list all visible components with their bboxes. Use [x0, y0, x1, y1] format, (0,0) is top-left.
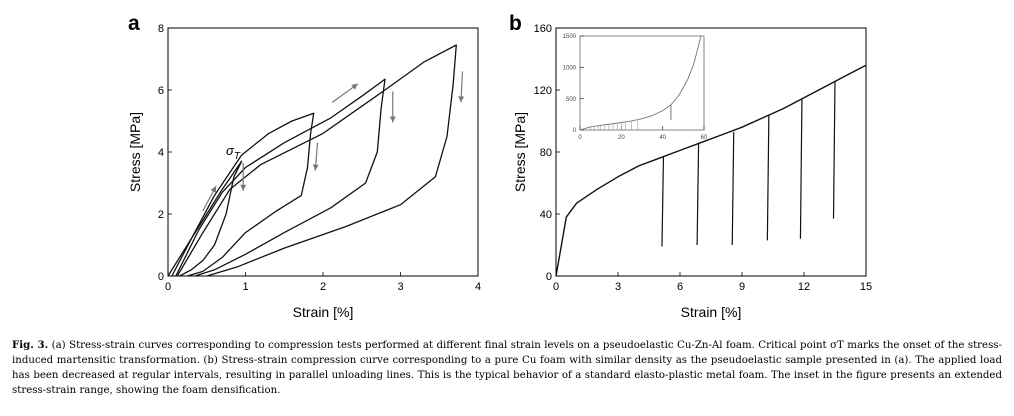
- panel-a-x-tick-label-0: 0: [165, 281, 171, 293]
- panel-b-x-tick-label-0: 0: [553, 281, 559, 293]
- panel-b-unloading-line-4: [766, 114, 770, 241]
- direction-arrow-head: [210, 186, 217, 193]
- inset: 0 20 40 60 0 500 1000 1500: [563, 34, 708, 141]
- panel-b-y-tick-label-3: 120: [534, 85, 552, 97]
- direction-arrow-2: [240, 162, 247, 191]
- direction-arrow-head: [458, 96, 465, 103]
- panel-a: a 0 1 2 3 4 0 2 4 6 8 Strain [%] Stress [MPa] σT: [127, 12, 481, 320]
- panel-a-letter: a: [128, 12, 140, 35]
- direction-arrow-head: [240, 184, 247, 191]
- panel-a-loop-1: [167, 160, 243, 277]
- caption-text: (a) Stress-strain curves corresponding t…: [12, 340, 1002, 396]
- panel-a-x-tick-label-4: 4: [475, 281, 481, 293]
- panel-a-y-axis-label: Stress [MPa]: [127, 112, 143, 192]
- panel-b-unloading-line-1: [661, 156, 665, 247]
- panel-a-x-axis-label: Strain [%]: [293, 304, 354, 320]
- panel-b-unloading-line-3: [731, 131, 735, 246]
- inset-curves: [579, 35, 702, 131]
- inset-y-tick-label-2: 1000: [563, 65, 577, 71]
- inset-y-tick-label-3: 1500: [563, 34, 577, 40]
- panel-b-y-axis-label: Stress [MPa]: [512, 112, 528, 192]
- panel-a-loop-2: [171, 112, 315, 277]
- inset-densification-curve: [579, 35, 702, 131]
- inset-ticks: 0 20 40 60 0 500 1000 1500: [563, 34, 708, 141]
- direction-arrow-head: [389, 116, 396, 123]
- direction-arrow-head: [351, 83, 358, 90]
- direction-arrow-head: [312, 164, 319, 171]
- inset-x-tick-label-3: 60: [701, 135, 708, 141]
- panel-a-y-tick-label-0: 0: [158, 271, 164, 283]
- inset-x-tick-label-2: 40: [659, 135, 666, 141]
- panel-b-letter: b: [509, 12, 522, 35]
- panel-b-y-tick-label-4: 160: [534, 23, 552, 35]
- caption-label: Fig. 3.: [12, 339, 49, 351]
- panel-b-ticks: 0 3 6 9 12 15 0 40 80 120 160: [534, 23, 872, 293]
- panel-b-y-tick-label-1: 40: [540, 209, 552, 221]
- panel-a-loop-3: [175, 78, 386, 277]
- panel-b-x-tick-label-5: 15: [860, 281, 872, 293]
- panel-a-curves: [167, 44, 457, 277]
- inset-x-tick-label-0: 0: [578, 135, 582, 141]
- panel-b-x-tick-label-4: 12: [798, 281, 810, 293]
- inset-frame: [579, 35, 705, 131]
- panel-a-y-tick-label-1: 2: [158, 209, 164, 221]
- panel-a-frame: [167, 27, 479, 277]
- panel-b-x-tick-label-1: 3: [615, 281, 621, 293]
- panel-b-unloading-line-6: [832, 80, 836, 219]
- panel-b-y-tick-label-0: 0: [546, 271, 552, 283]
- direction-arrow-4: [331, 83, 359, 103]
- panel-b-x-axis-label: Strain [%]: [681, 304, 742, 320]
- panel-a-x-tick-label-1: 1: [242, 281, 248, 293]
- inset-x-tick-label-1: 20: [618, 135, 625, 141]
- panel-b-unloading-line-2: [696, 142, 700, 246]
- panel-b-loading-curve: [555, 64, 867, 277]
- direction-arrow-1: [202, 185, 217, 212]
- panel-a-x-tick-label-2: 2: [320, 281, 326, 293]
- panel-a-y-tick-label-4: 8: [158, 23, 164, 35]
- inset-y-tick-label-1: 500: [566, 97, 577, 103]
- direction-arrow-6: [458, 71, 465, 103]
- panel-a-y-tick-label-2: 4: [158, 147, 164, 159]
- panel-b-x-tick-label-2: 6: [677, 281, 683, 293]
- panel-b-unloading-line-5: [799, 99, 803, 239]
- panel-a-arrows: [202, 71, 465, 212]
- figure-caption: Fig. 3. (a) Stress-strain curves corresp…: [12, 338, 1002, 398]
- panel-b-x-tick-label-3: 9: [739, 281, 745, 293]
- panel-a-x-tick-label-3: 3: [397, 281, 403, 293]
- panel-a-y-tick-label-3: 6: [158, 85, 164, 97]
- direction-arrow-3: [312, 142, 319, 171]
- panel-a-loop-4: [176, 44, 457, 277]
- panel-b: b 0 3 6 9 12 15 0 40 80 120 160 Strain [%] Stress …: [509, 12, 872, 320]
- sigma-t-annotation: σT: [226, 143, 241, 162]
- direction-arrow-5: [389, 91, 396, 123]
- panel-a-ticks: 0 1 2 3 4 0 2 4 6 8: [158, 23, 481, 293]
- panel-b-y-tick-label-2: 80: [540, 147, 552, 159]
- inset-y-tick-label-0: 0: [573, 128, 577, 134]
- panel-b-curves: [555, 64, 867, 277]
